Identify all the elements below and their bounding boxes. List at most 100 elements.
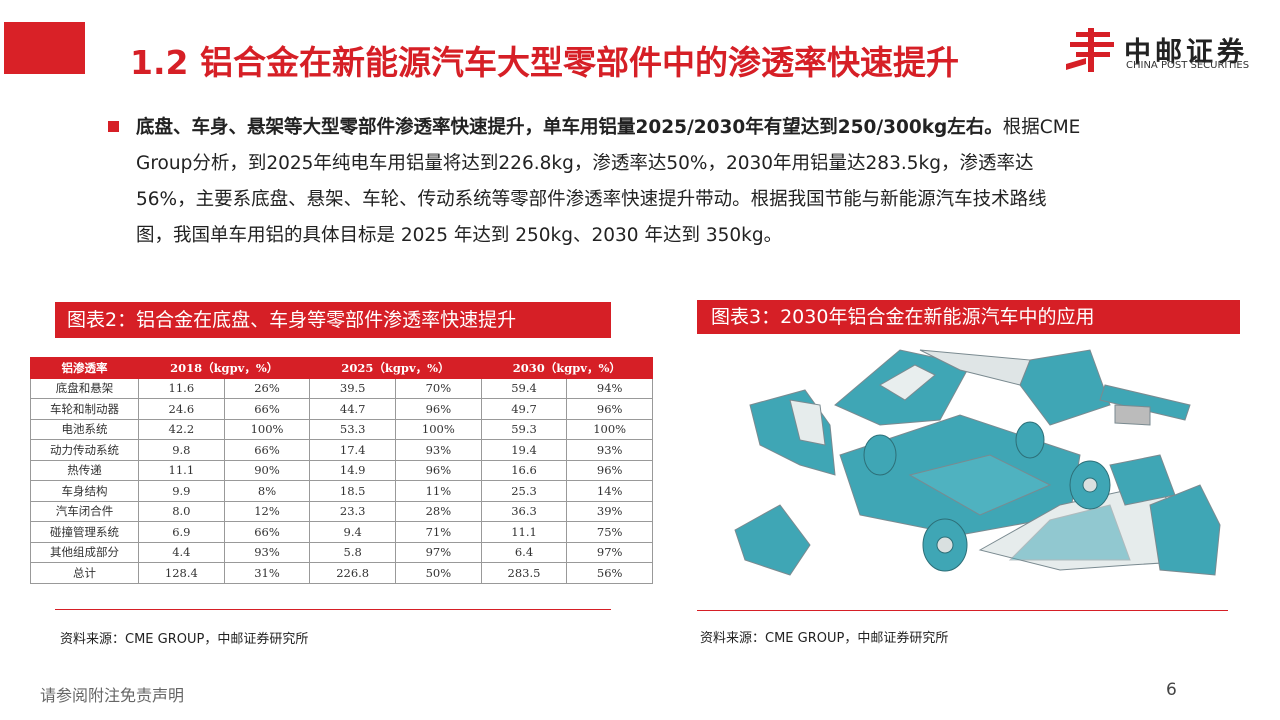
- table-cell: 96%: [566, 459, 653, 481]
- table-row: 总计 128.4 31% 226.8 50% 283.5 56%: [30, 562, 653, 584]
- table-row: 热传递 11.1 90% 14.9 96% 16.6 96%: [30, 459, 653, 481]
- table-cell: 总计: [30, 562, 139, 584]
- table-cell: 93%: [395, 439, 482, 461]
- table-cell: 53.3: [309, 418, 397, 440]
- table-cell: 75%: [566, 521, 653, 543]
- table-cell: 97%: [395, 541, 482, 563]
- table-cell: 100%: [395, 418, 482, 440]
- source: 资料来源：CME GROUP，中邮证券研究所: [700, 631, 949, 646]
- table-row: 碰撞管理系统 6.9 66% 9.4 71% 11.1 75%: [30, 521, 653, 543]
- car-illustration: [734, 349, 1221, 576]
- table-cell: 6.9: [138, 521, 225, 543]
- table-cell: 车轮和制动器: [30, 398, 139, 420]
- divider: [697, 610, 1228, 611]
- body-bold: 底盘、车身、悬架等大型零部件渗透率快速提升，单车用铝量2025/2030年有望达…: [136, 117, 1003, 138]
- table-cell: 18.5: [309, 480, 397, 502]
- logo-icon: [1066, 28, 1114, 72]
- table-cell: 94%: [566, 377, 653, 399]
- body-text: 底盘、车身、悬架等大型零部件渗透率快速提升，单车用铝量2025/2030年有望达…: [136, 110, 1081, 254]
- header-row: 铝渗透率 2018（kgpv，%） 2025（kgpv，%） 2030（kgpv，%）: [30, 357, 654, 379]
- table-cell: 其他组成部分: [30, 541, 139, 563]
- table-cell: 26%: [223, 377, 311, 399]
- table-cell: 碰撞管理系统: [30, 521, 139, 543]
- table-cell: 底盘和悬架: [30, 377, 139, 399]
- table-cell: 23.3: [309, 500, 397, 522]
- table-cell: 59.4: [480, 377, 568, 399]
- table-cell: 24.6: [138, 398, 225, 420]
- table-row: 其他组成部分 4.4 93% 5.8 97% 6.4 97%: [30, 541, 653, 563]
- table-cell: 6.4: [480, 541, 568, 563]
- header-cell: 铝渗透率: [30, 357, 139, 379]
- table-cell: 66%: [223, 439, 311, 461]
- table-cell: 44.7: [309, 398, 397, 420]
- table-cell: 56%: [566, 562, 653, 584]
- logo-subtitle: CHINA POST SECURITIES: [1126, 60, 1250, 71]
- table-cell: 14%: [566, 480, 653, 502]
- table-cell: 39.5: [309, 377, 397, 399]
- table-cell: 31%: [223, 562, 311, 584]
- disclaimer: 请参阅附注免责声明: [40, 686, 185, 705]
- table-cell: 96%: [566, 398, 653, 420]
- table-row: 电池系统 42.2 100% 53.3 100% 59.3 100%: [30, 418, 653, 440]
- table-cell: 14.9: [309, 459, 397, 481]
- table-cell: 9.9: [138, 480, 225, 502]
- table-cell: 42.2: [138, 418, 225, 440]
- figure-title: 图表3：2030年铝合金在新能源汽车中的应用: [697, 300, 1240, 334]
- table-cell: 39%: [566, 500, 653, 522]
- table-cell: 97%: [566, 541, 653, 563]
- table-cell: 11.6: [138, 377, 225, 399]
- table-cell: 128.4: [138, 562, 225, 584]
- table-row: 汽车闭合件 8.0 12% 23.3 28% 36.3 39%: [30, 500, 653, 522]
- table-cell: 车身结构: [30, 480, 139, 502]
- table-row: 动力传动系统 9.8 66% 17.4 93% 19.4 93%: [30, 439, 653, 461]
- data-table: 铝渗透率 2018（kgpv，%） 2025（kgpv，%） 2030（kgpv，%）…: [30, 357, 654, 584]
- table-cell: 5.8: [309, 541, 397, 563]
- table-row: 车轮和制动器 24.6 66% 44.7 96% 49.7 96%: [30, 398, 653, 420]
- table-cell: 93%: [223, 541, 311, 563]
- table-cell: 动力传动系统: [30, 439, 139, 461]
- table-cell: 28%: [395, 500, 482, 522]
- table-cell: 66%: [223, 521, 311, 543]
- table-cell: 100%: [223, 418, 311, 440]
- header-cell: 2030（kgpv，%）: [480, 357, 654, 379]
- body-normal: 根据CME Group分析，到2025年纯电车用铝量将达到226.8kg，渗透率…: [136, 117, 1081, 246]
- table-cell: 25.3: [480, 480, 568, 502]
- table-cell: 电池系统: [30, 418, 139, 440]
- table-cell: 11%: [395, 480, 482, 502]
- table-row: 底盘和悬架 11.6 26% 39.5 70% 59.4 94%: [30, 377, 653, 399]
- table-row: 车身结构 9.9 8% 18.5 11% 25.3 14%: [30, 480, 653, 502]
- table-cell: 71%: [395, 521, 482, 543]
- table-cell: 100%: [566, 418, 653, 440]
- table-cell: 8.0: [138, 500, 225, 522]
- table-cell: 70%: [395, 377, 482, 399]
- table-cell: 17.4: [309, 439, 397, 461]
- table-cell: 50%: [395, 562, 482, 584]
- table-cell: 4.4: [138, 541, 225, 563]
- table-cell: 8%: [223, 480, 311, 502]
- page-number: 6: [1166, 680, 1177, 700]
- logo-name: 中邮证券: [1124, 37, 1248, 68]
- title-block: [4, 22, 85, 74]
- table-cell: 热传递: [30, 459, 139, 481]
- table-cell: 汽车闭合件: [30, 500, 139, 522]
- table-cell: 283.5: [480, 562, 568, 584]
- header-cell: 2025（kgpv，%）: [309, 357, 482, 379]
- table-cell: 12%: [223, 500, 311, 522]
- table-cell: 96%: [395, 398, 482, 420]
- bullet: [108, 121, 119, 132]
- table-cell: 90%: [223, 459, 311, 481]
- table-cell: 11.1: [138, 459, 225, 481]
- header-cell: 2018（kgpv，%）: [137, 357, 311, 379]
- divider: [55, 609, 611, 610]
- table-cell: 36.3: [480, 500, 568, 522]
- table-cell: 11.1: [480, 521, 568, 543]
- table-cell: 59.3: [480, 418, 568, 440]
- figure-title: 图表2：铝合金在底盘、车身等零部件渗透率快速提升: [55, 302, 611, 338]
- table-cell: 226.8: [309, 562, 397, 584]
- title: 1.2 铝合金在新能源汽车大型零部件中的渗透率快速提升: [130, 43, 959, 82]
- table-cell: 96%: [395, 459, 482, 481]
- table-cell: 16.6: [480, 459, 568, 481]
- table-cell: 19.4: [480, 439, 568, 461]
- table-cell: 93%: [566, 439, 653, 461]
